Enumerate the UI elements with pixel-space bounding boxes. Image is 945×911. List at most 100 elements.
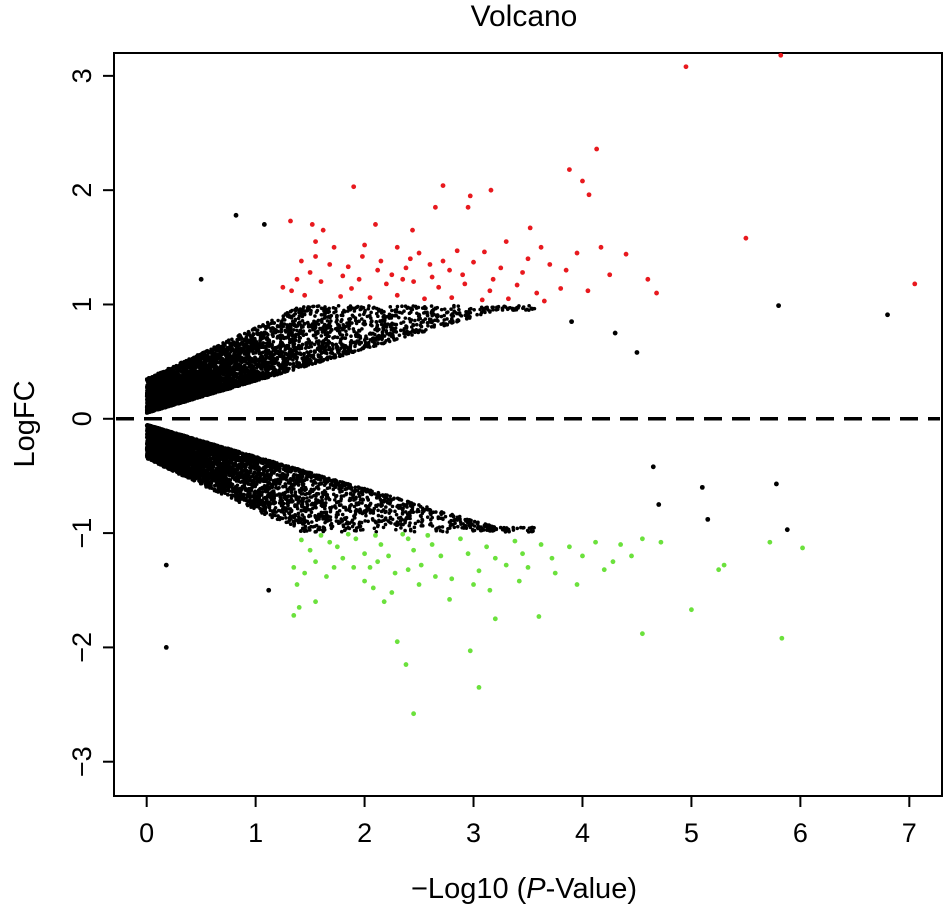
ns-point	[491, 305, 495, 310]
ns-point	[350, 313, 355, 318]
ns-point	[309, 479, 314, 483]
ns-point	[442, 318, 447, 322]
ns-point	[249, 479, 254, 483]
ns-point	[336, 304, 341, 308]
ns-point	[308, 528, 312, 532]
ns-point	[341, 350, 345, 354]
ns-point	[387, 339, 392, 344]
ns-point	[440, 525, 445, 529]
ns-point	[439, 307, 444, 312]
ns-point	[245, 480, 250, 485]
ns-point	[260, 490, 265, 494]
ns-point	[264, 500, 269, 505]
ns-point	[374, 529, 379, 534]
ns-point	[359, 317, 364, 321]
ns-point	[394, 512, 399, 517]
ns-point	[269, 321, 274, 326]
chart-title: Volcano	[471, 0, 578, 33]
ns-point	[321, 525, 326, 529]
ns-point	[335, 328, 340, 333]
ns-point	[343, 309, 347, 314]
ns-point	[340, 512, 345, 517]
ns-point	[270, 318, 274, 323]
ns-point	[413, 318, 417, 323]
ns-point	[364, 513, 368, 518]
ns-point	[305, 496, 309, 500]
ns-point	[396, 516, 401, 520]
ns-point	[281, 484, 285, 489]
ns-point	[379, 514, 384, 519]
ns-point	[276, 318, 280, 323]
ns-point	[398, 328, 403, 333]
ns-point	[441, 517, 445, 522]
ns-point	[363, 503, 368, 508]
ns-point	[468, 310, 473, 315]
ns-point	[295, 328, 299, 333]
ns-point	[445, 317, 449, 321]
ns-point	[442, 307, 447, 311]
ns-point	[441, 511, 446, 515]
ns-point	[341, 322, 346, 327]
ns-point	[439, 314, 444, 319]
ns-point	[459, 314, 464, 318]
ns-point	[397, 333, 402, 338]
ns-point	[485, 528, 489, 532]
ns-point	[407, 317, 412, 321]
ns-point	[526, 530, 531, 534]
ns-point	[521, 306, 525, 311]
ns-point	[396, 503, 400, 508]
ns-point	[352, 329, 356, 334]
ns-point	[272, 499, 277, 504]
ns-point	[388, 305, 393, 309]
ns-point	[384, 505, 388, 509]
ns-point	[368, 313, 372, 318]
ns-point	[417, 509, 421, 514]
ns-point	[356, 335, 360, 339]
ns-point	[440, 529, 445, 534]
ns-point	[324, 501, 328, 505]
ns-point	[212, 483, 217, 488]
plot-frame	[113, 52, 943, 797]
ns-point	[276, 486, 280, 491]
ns-point	[414, 322, 419, 327]
ns-point	[472, 307, 476, 312]
ns-point	[306, 337, 311, 342]
ns-point	[412, 525, 417, 530]
ns-point	[230, 337, 234, 342]
ns-point	[366, 497, 370, 501]
ns-point	[304, 341, 308, 345]
ns-point	[433, 306, 438, 311]
ns-point	[267, 500, 271, 505]
ns-point	[399, 522, 403, 527]
ns-point	[271, 340, 276, 344]
ns-point	[304, 332, 309, 337]
ns-point	[436, 515, 441, 519]
ns-point	[433, 318, 437, 323]
ns-point	[322, 489, 327, 493]
non-significant-points	[144, 303, 537, 534]
ns-point	[340, 518, 344, 523]
ns-point	[515, 526, 520, 531]
ns-point	[312, 342, 317, 347]
ns-point	[344, 329, 348, 334]
ns-point	[366, 519, 370, 524]
ns-point	[511, 525, 516, 530]
ns-point	[353, 516, 357, 520]
ns-point	[327, 345, 332, 350]
ns-point	[532, 525, 536, 530]
ns-point	[245, 503, 250, 508]
ns-point	[384, 339, 388, 343]
ns-point	[288, 309, 293, 314]
ns-point	[300, 342, 305, 347]
ns-point	[457, 307, 461, 312]
ns-point	[327, 485, 332, 490]
ns-point	[527, 526, 532, 530]
ns-point	[408, 521, 412, 525]
ns-point	[376, 503, 380, 507]
ns-point	[412, 502, 416, 507]
ns-point	[420, 508, 425, 513]
ns-point	[390, 308, 394, 313]
ns-point	[333, 481, 338, 485]
ns-point	[323, 506, 327, 511]
ns-point	[296, 511, 301, 516]
